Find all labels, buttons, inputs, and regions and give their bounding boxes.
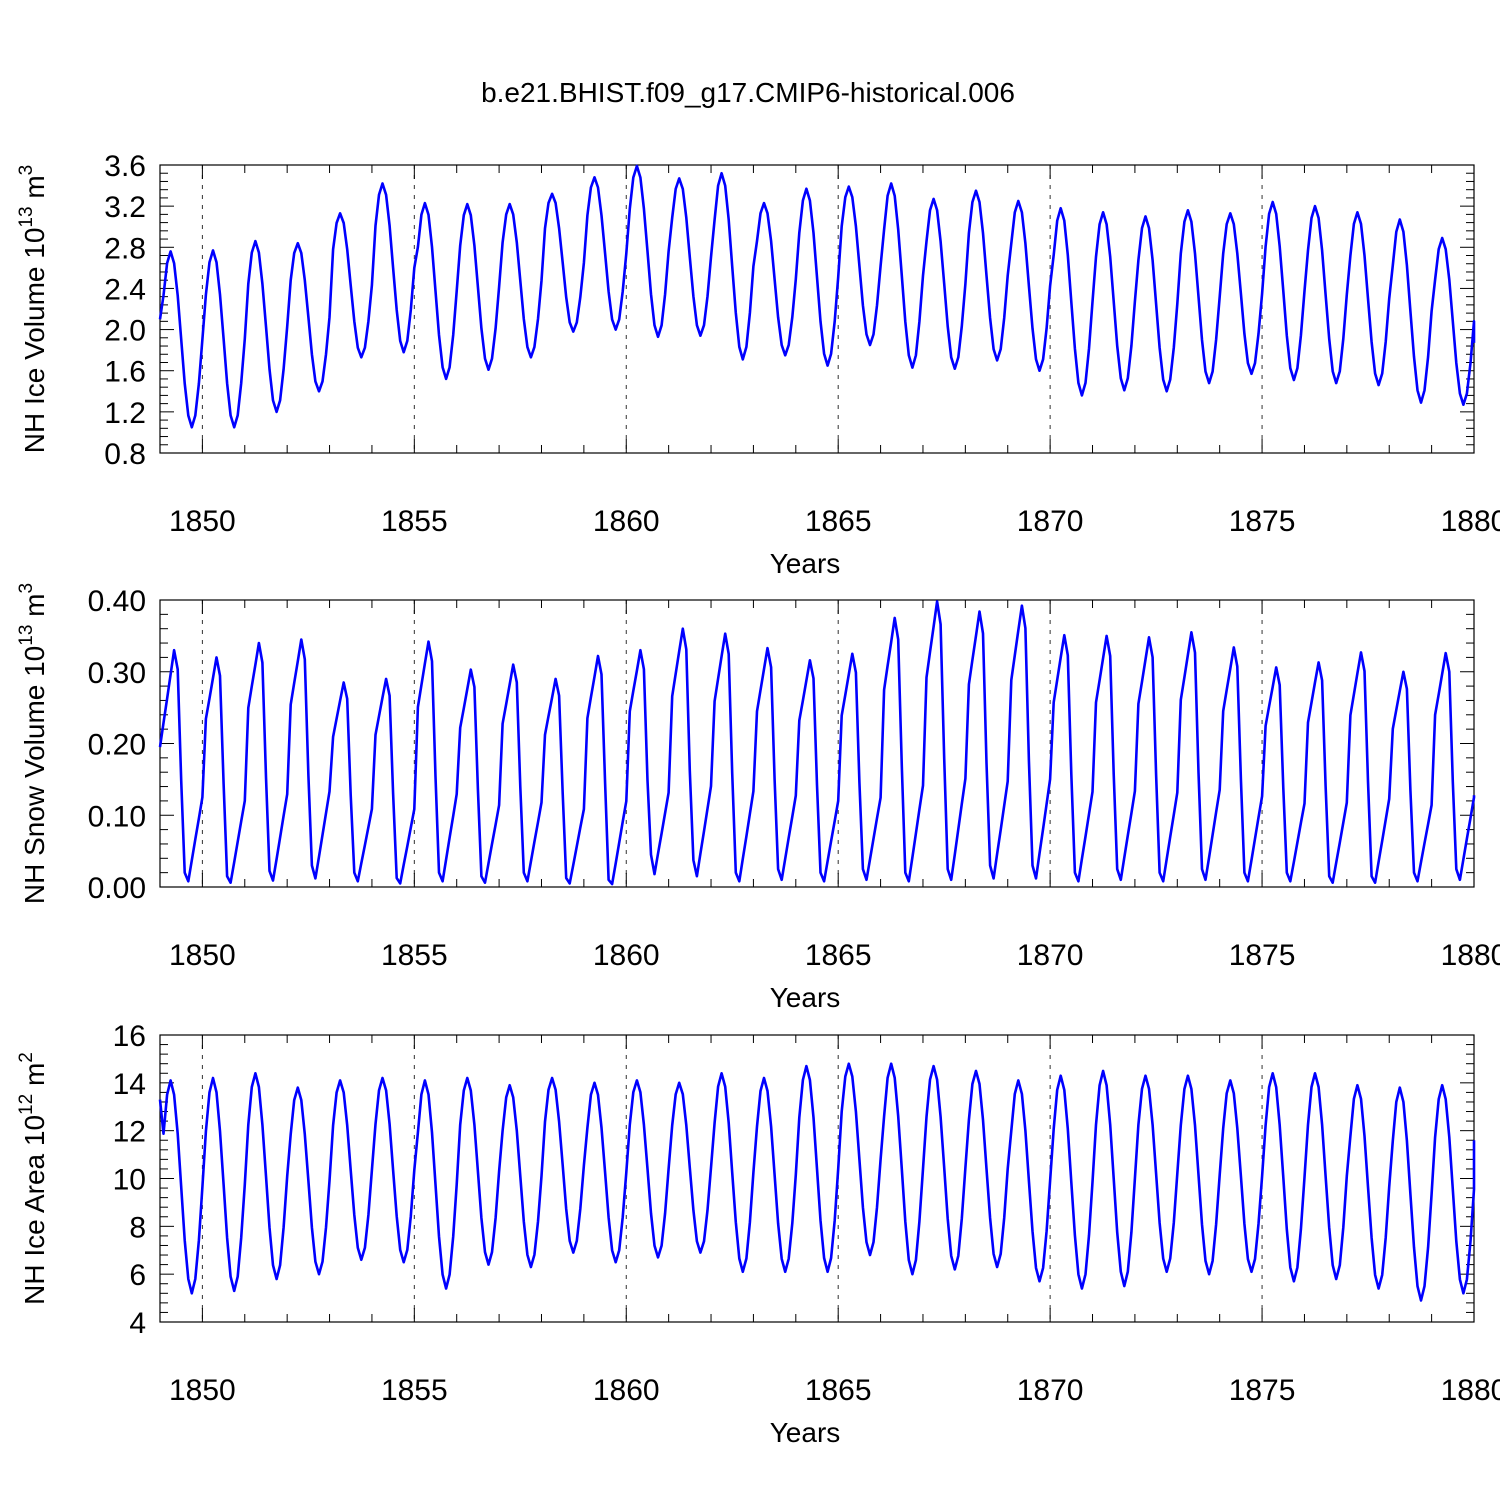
y-tick-label: 0.10: [88, 800, 146, 833]
x-tick-label: 1875: [1229, 505, 1296, 538]
y-axis-unit-power: 2: [16, 1052, 37, 1063]
y-tick-label: 0.00: [88, 872, 146, 905]
x-tick-label: 1865: [805, 1374, 872, 1407]
x-tick-label: 1870: [1017, 1374, 1084, 1407]
x-tick-label: 1855: [381, 505, 448, 538]
y-tick-label: 0.30: [88, 657, 146, 690]
x-tick-label: 1860: [593, 1374, 660, 1407]
x-tick-label: 1855: [381, 1374, 448, 1407]
y-axis-unit-base: 10: [19, 228, 50, 259]
x-tick-label: 1870: [1017, 505, 1084, 538]
y-axis-unit-power: 3: [16, 165, 37, 176]
x-tick-label: 1850: [169, 1374, 236, 1407]
y-tick-label: 4: [129, 1307, 146, 1340]
y-tick-label: 8: [129, 1211, 146, 1244]
x-axis-label: Years: [770, 548, 841, 579]
y-tick-label: 16: [113, 1020, 146, 1053]
y-tick-label: 0.40: [88, 585, 146, 618]
y-axis-label-text: NH Snow Volume: [19, 677, 50, 904]
y-axis-label: NH Ice Volume 1013 m3: [16, 165, 50, 454]
x-tick-label: 1850: [169, 939, 236, 972]
y-axis-label: NH Ice Area 1012 m2: [16, 1052, 50, 1305]
x-tick-label: 1870: [1017, 939, 1084, 972]
y-tick-label: 2.8: [104, 232, 146, 265]
series-line: [158, 1062, 1476, 1302]
chart-panel-1: 1850 1855 1860 1865 1870 1875 1880 0.8 1.2 1.6 2.0…: [16, 150, 1500, 579]
x-tick-label: 1865: [805, 505, 872, 538]
y-tick-label: 1.6: [104, 356, 146, 389]
chart-panel-3: 1850 1855 1860 1865 1870 1875 188046810121416Y…: [16, 1020, 1500, 1448]
y-axis-label-text: NH Ice Area: [19, 1146, 50, 1305]
y-axis-unit-exponent: 12: [16, 1094, 37, 1115]
x-tick-label: 1880: [1441, 939, 1500, 972]
y-tick-label: 14: [113, 1068, 146, 1101]
y-tick-label: 10: [113, 1164, 146, 1197]
y-tick-label: 0.20: [88, 729, 146, 762]
y-tick-label: 6: [129, 1259, 146, 1292]
y-tick-label: 12: [113, 1116, 146, 1149]
x-tick-label: 1860: [593, 505, 660, 538]
y-axis-unit-power: 3: [16, 583, 37, 594]
x-axis-label: Years: [770, 982, 841, 1013]
x-tick-label: 1875: [1229, 1374, 1296, 1407]
y-axis-unit-base: 10: [19, 1115, 50, 1146]
y-axis-unit-exponent: 13: [16, 206, 37, 227]
x-axis-label: Years: [770, 1417, 841, 1448]
y-axis-unit-exponent: 13: [16, 625, 37, 646]
y-tick-label: 3.6: [104, 150, 146, 183]
y-axis-label: NH Snow Volume 1013 m3: [16, 583, 50, 904]
y-axis-unit: m: [19, 1063, 50, 1094]
y-tick-label: 1.2: [104, 397, 146, 430]
y-axis-unit: m: [19, 593, 50, 624]
x-tick-label: 1855: [381, 939, 448, 972]
x-tick-label: 1850: [169, 505, 236, 538]
x-tick-label: 1875: [1229, 939, 1296, 972]
y-axis-label-text: NH Ice Volume: [19, 259, 50, 454]
plot-frame: [159, 164, 1475, 454]
chart-panel-2: 1850 1855 1860 1865 1870 1875 1880 0.00 0.10 0.20…: [16, 583, 1500, 1013]
x-tick-label: 1860: [593, 939, 660, 972]
y-tick-label: 2.4: [104, 273, 146, 306]
y-axis-unit: m: [19, 175, 50, 206]
chart-title: b.e21.BHIST.f09_g17.CMIP6-historical.006: [481, 77, 1015, 108]
series-line: [158, 600, 1476, 886]
plot-frame: [159, 599, 1475, 888]
y-tick-label: 0.8: [104, 438, 146, 471]
y-tick-label: 3.2: [104, 191, 146, 224]
x-tick-label: 1880: [1441, 505, 1500, 538]
y-axis-unit-base: 10: [19, 646, 50, 677]
x-tick-label: 1865: [805, 939, 872, 972]
y-tick-label: 2.0: [104, 315, 146, 348]
series-line: [158, 164, 1476, 429]
x-tick-label: 1880: [1441, 1374, 1500, 1407]
